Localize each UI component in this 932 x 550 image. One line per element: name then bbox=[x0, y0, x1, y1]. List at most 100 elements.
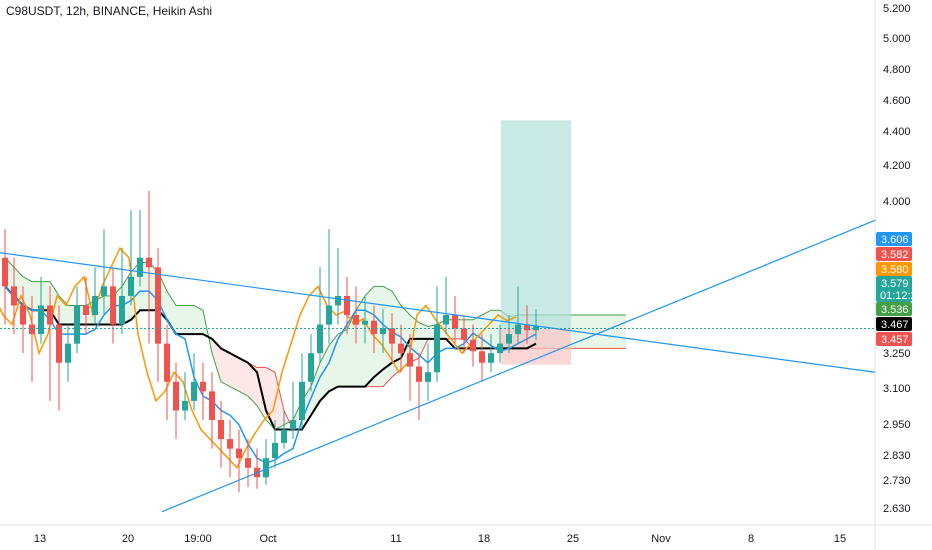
price-tick-label: 2.830 bbox=[883, 450, 911, 462]
cloud-segment bbox=[194, 305, 203, 335]
cloud-segment bbox=[374, 286, 383, 387]
price-tag bbox=[876, 262, 912, 276]
candle-body bbox=[362, 320, 368, 325]
candle-body bbox=[452, 315, 458, 329]
price-tag bbox=[876, 302, 912, 316]
cloud-segment bbox=[365, 286, 374, 387]
price-tick-label: 4.400 bbox=[883, 126, 911, 138]
candle-body bbox=[317, 324, 323, 354]
candle-body bbox=[416, 366, 422, 382]
cloud-segment bbox=[329, 334, 338, 392]
candle-body bbox=[290, 420, 296, 430]
price-tick-label: 4.000 bbox=[883, 196, 911, 208]
candle-body bbox=[497, 343, 503, 354]
price-tick-label: 5.200 bbox=[883, 3, 911, 15]
price-tag-label: 3.579 bbox=[881, 278, 909, 290]
candle-body bbox=[128, 276, 134, 296]
cloud-segment bbox=[185, 305, 194, 335]
candle-body bbox=[281, 429, 287, 443]
cloud-segment bbox=[347, 310, 356, 387]
candle-body bbox=[236, 448, 242, 459]
cloud-segment bbox=[608, 315, 617, 349]
candle-body bbox=[461, 328, 467, 340]
time-tick-label: 13 bbox=[34, 533, 46, 545]
candle-body bbox=[218, 420, 224, 440]
cloud-segment bbox=[41, 281, 50, 311]
candle-body bbox=[173, 381, 179, 411]
candle-body bbox=[263, 458, 269, 478]
countdown-label: 01:12:27 bbox=[880, 290, 923, 302]
candle-body bbox=[20, 305, 26, 325]
price-tag-label: 3.580 bbox=[881, 264, 909, 276]
price-tick-label: 3.250 bbox=[883, 348, 911, 360]
price-tick-label: 5.000 bbox=[883, 33, 911, 45]
price-tick-label: 4.200 bbox=[883, 160, 911, 172]
candle-body bbox=[209, 391, 215, 420]
candle-body bbox=[92, 295, 98, 315]
candle-body bbox=[56, 324, 62, 363]
candle-body bbox=[398, 343, 404, 354]
candle-body bbox=[164, 343, 170, 382]
candle-body bbox=[425, 372, 431, 382]
candle-body bbox=[137, 257, 143, 277]
candle-body bbox=[389, 328, 395, 344]
candle-body bbox=[38, 305, 44, 335]
candle-body bbox=[506, 334, 512, 344]
candle-body bbox=[83, 305, 89, 315]
candle-body bbox=[47, 305, 53, 325]
candle-body bbox=[245, 458, 251, 468]
time-tick-label: 20 bbox=[122, 533, 134, 545]
position-target-zone bbox=[501, 120, 571, 329]
time-tick-label: 25 bbox=[567, 533, 579, 545]
cloud-segment bbox=[275, 372, 284, 430]
candle-body bbox=[227, 439, 233, 449]
candle-body bbox=[146, 257, 152, 268]
lagging-span-line bbox=[0, 246, 517, 470]
price-tag bbox=[876, 247, 912, 261]
candle-body bbox=[110, 286, 116, 325]
candle-body bbox=[434, 324, 440, 373]
candle-body bbox=[326, 305, 332, 325]
candle-body bbox=[74, 305, 80, 344]
candle-body bbox=[11, 286, 17, 306]
candle-body bbox=[515, 324, 521, 335]
cloud-segment bbox=[230, 353, 239, 392]
candle-body bbox=[443, 315, 449, 325]
candle-body bbox=[299, 381, 305, 420]
price-tag-label: 3.467 bbox=[881, 319, 909, 331]
candle-body bbox=[200, 381, 206, 392]
cloud-segment bbox=[59, 295, 68, 325]
price-tick-label: 2.630 bbox=[883, 503, 911, 515]
trendline bbox=[0, 252, 876, 373]
cloud-segment bbox=[221, 348, 230, 387]
cloud-segment bbox=[338, 329, 347, 387]
trendline bbox=[161, 219, 876, 513]
tv-logo bbox=[876, 528, 906, 548]
price-tag bbox=[876, 232, 912, 246]
price-tag bbox=[876, 276, 912, 302]
price-tick-label: 4.600 bbox=[883, 95, 911, 107]
candle-body bbox=[407, 353, 413, 367]
time-tick-label: 19:00 bbox=[184, 533, 212, 545]
candle-body bbox=[182, 400, 188, 411]
cloud-segment bbox=[419, 322, 428, 358]
candle-body bbox=[470, 339, 476, 352]
time-tick-label: 8 bbox=[748, 533, 754, 545]
time-tick-label: Nov bbox=[651, 533, 671, 545]
cloud-segment bbox=[212, 338, 221, 382]
candle-body bbox=[335, 295, 341, 306]
cloud-segment bbox=[239, 357, 248, 397]
price-tick-label: 3.100 bbox=[883, 383, 911, 395]
candle-body bbox=[524, 324, 530, 331]
candle-body bbox=[344, 295, 350, 315]
candle-body bbox=[380, 328, 386, 335]
kijun-line bbox=[4, 285, 537, 431]
price-tag-label: 3.457 bbox=[881, 334, 909, 346]
cloud-segment bbox=[617, 315, 626, 349]
candle-body bbox=[29, 324, 35, 335]
cloud-segment bbox=[50, 281, 59, 325]
cloud-segment bbox=[32, 281, 41, 311]
price-tag bbox=[876, 317, 912, 331]
price-tag-label: 3.606 bbox=[881, 234, 909, 246]
